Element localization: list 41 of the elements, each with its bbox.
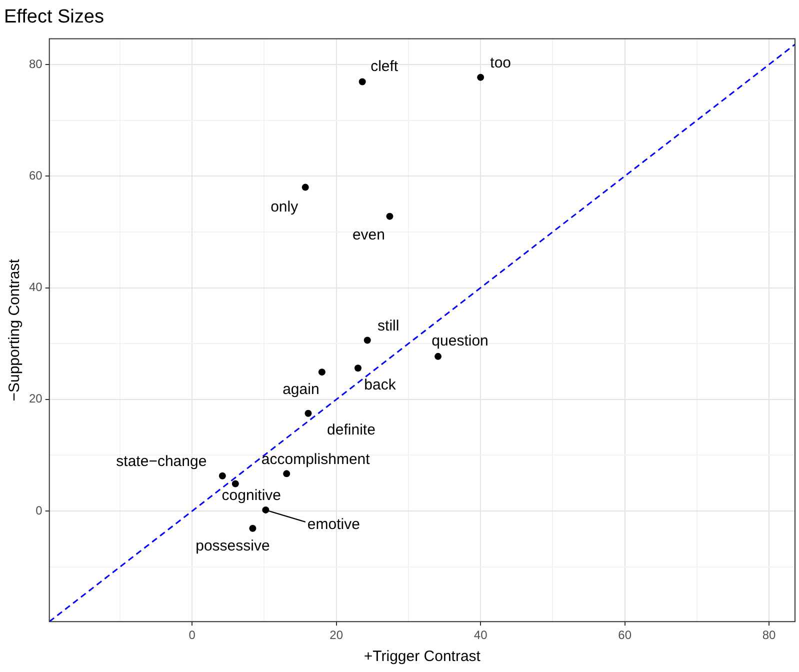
point [318, 368, 326, 376]
annotation: emotive [307, 516, 360, 534]
point [262, 506, 270, 514]
annotation: definite [327, 422, 376, 439]
annotation: even [352, 226, 385, 244]
point [434, 352, 442, 360]
point [218, 472, 226, 480]
point [283, 470, 290, 478]
point [386, 212, 394, 220]
annotation: accomplishment [261, 450, 371, 468]
annotation: too [490, 54, 512, 72]
x-tick-label: 80 [762, 628, 776, 642]
y-tick-label: 20 [28, 392, 43, 406]
annotation: back [364, 376, 396, 394]
chart-title: Effect Sizes [4, 6, 104, 28]
y-tick-label: 80 [28, 56, 43, 71]
x-tick-label: 60 [618, 628, 632, 642]
y-tick-label: 0 [36, 503, 43, 518]
point [302, 184, 309, 191]
annotation: possessive [196, 538, 270, 555]
annotation: still [378, 317, 400, 334]
point [232, 480, 239, 488]
annotation: question [432, 332, 488, 350]
annotation: cleft [370, 58, 399, 75]
annotation: again [282, 381, 320, 398]
x-axis-title: +Trigger Contrast [364, 648, 482, 666]
y-tick-label: 40 [28, 280, 43, 294]
point [358, 78, 366, 86]
x-tick-label: 20 [330, 628, 344, 642]
x-tick-label: 40 [474, 628, 488, 642]
y-tick-label: 60 [28, 168, 43, 182]
annotation: only [270, 198, 299, 216]
y-axis-title: −Supporting Contrast [6, 258, 24, 402]
annotation: cognitive [222, 486, 281, 504]
x-tick-label: 0 [188, 628, 196, 642]
point [304, 410, 312, 417]
annotation: state−change [116, 453, 207, 470]
point [354, 364, 362, 372]
point [477, 74, 484, 81]
point [249, 524, 256, 532]
point [364, 336, 371, 344]
